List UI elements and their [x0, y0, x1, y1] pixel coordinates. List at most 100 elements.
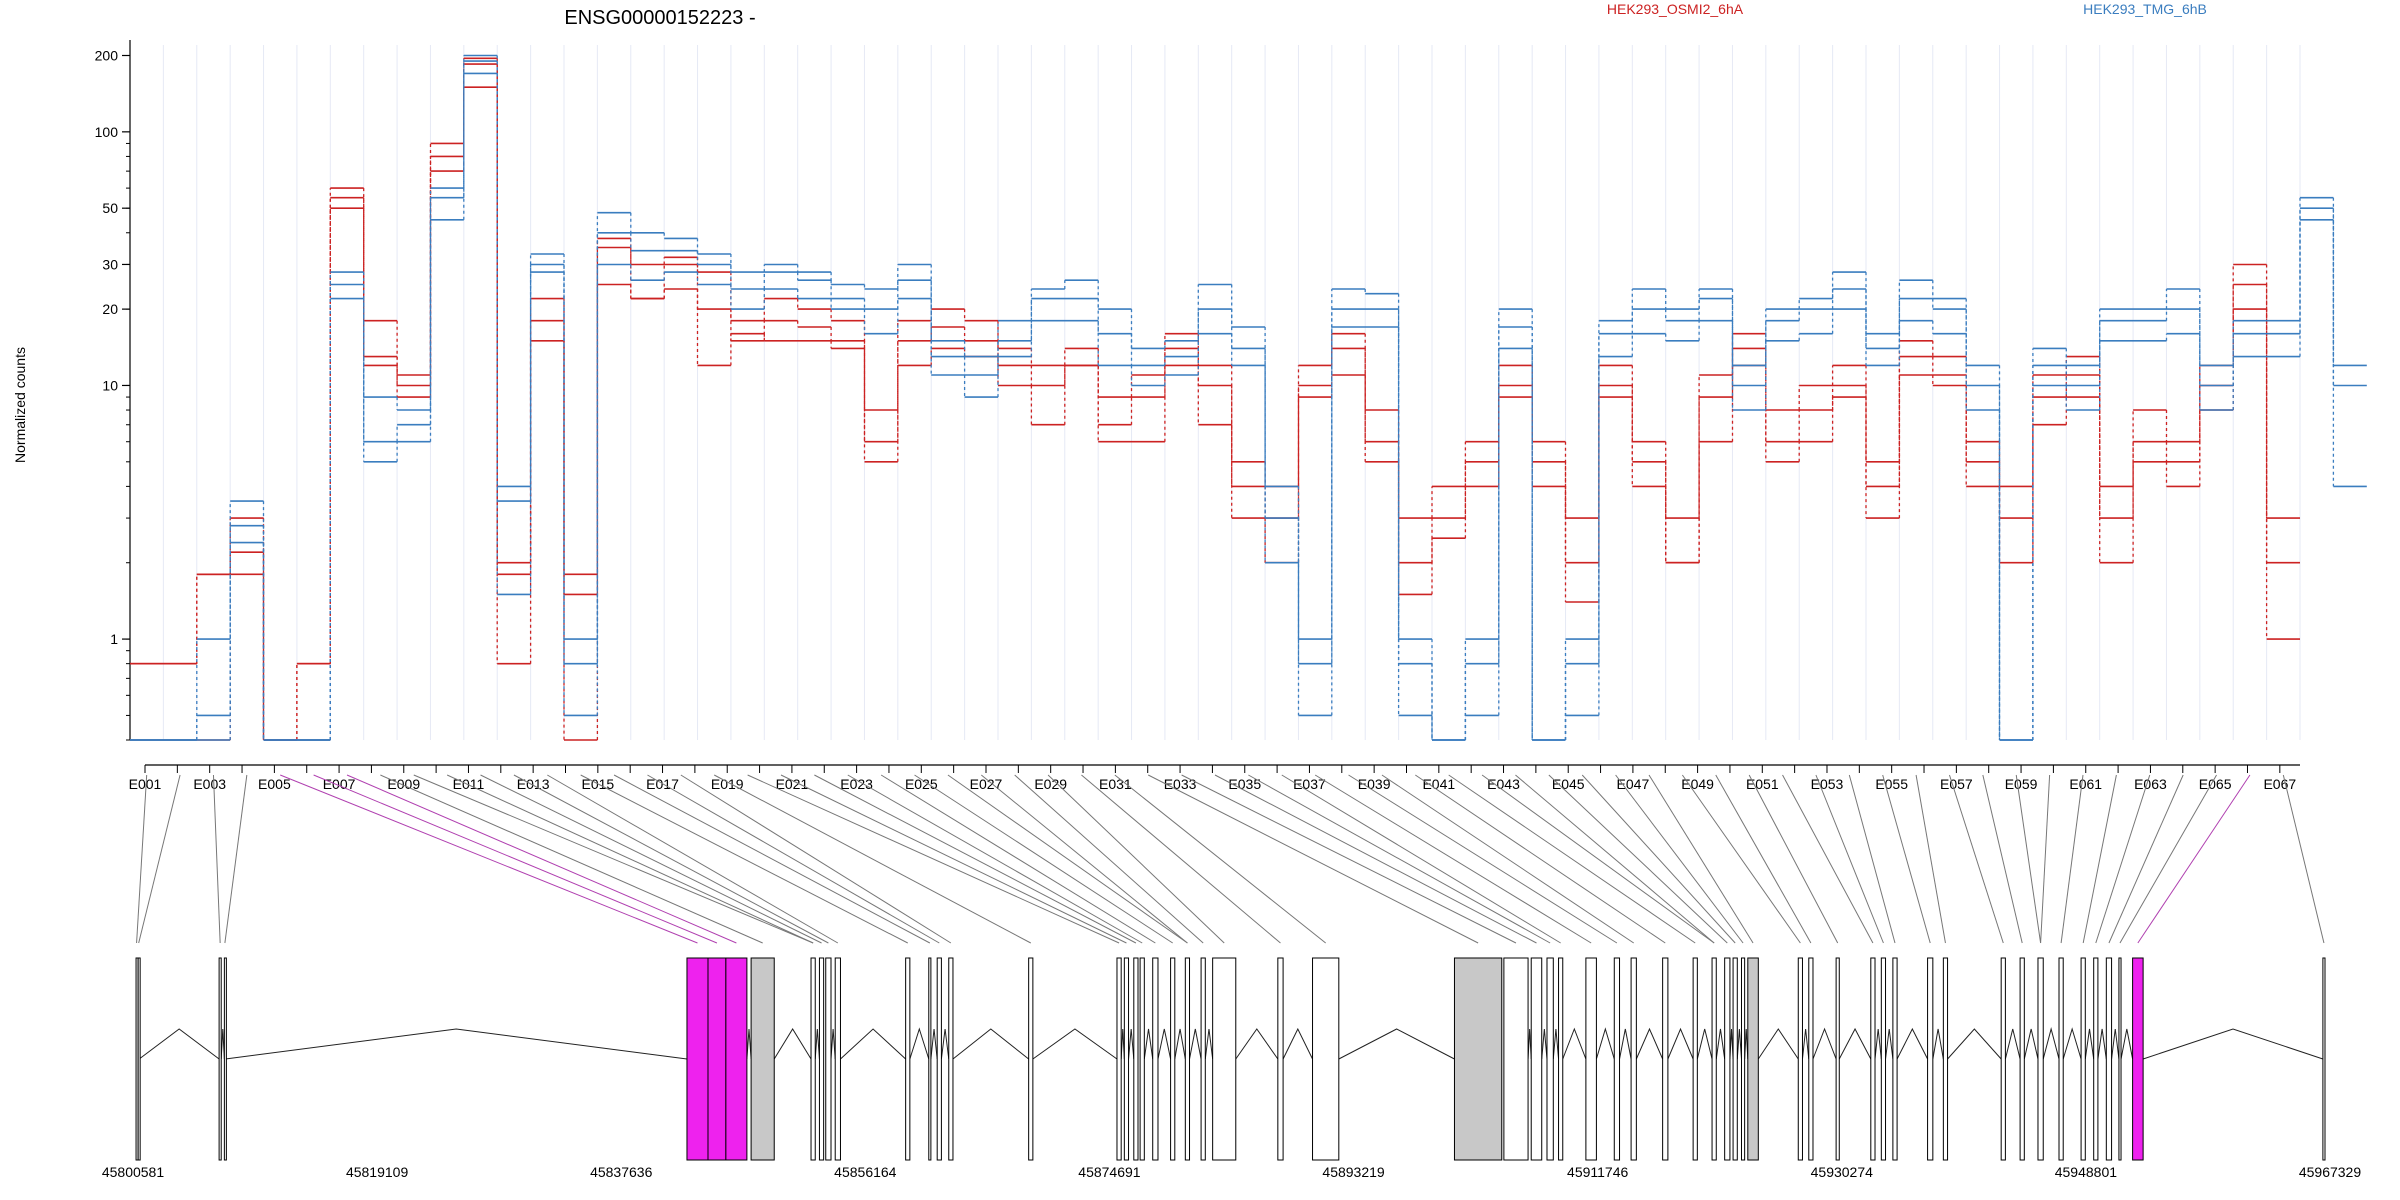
x-tick-label: E005 — [258, 776, 291, 792]
intron-line — [1128, 1028, 1135, 1060]
exon-box — [1711, 957, 1717, 1161]
intron-line — [1235, 1028, 1279, 1060]
exon-box — [928, 957, 932, 1161]
exon-box — [1123, 957, 1130, 1161]
connector-line — [446, 774, 814, 944]
exon-box — [1139, 957, 1145, 1161]
series-lines — [130, 54, 2367, 741]
connector-line — [713, 774, 1032, 944]
intron-line — [2111, 1028, 2120, 1060]
connector-line — [513, 774, 829, 944]
exon-box — [1797, 957, 1803, 1161]
intron-line — [1619, 1028, 1632, 1060]
exon-box-significant — [2132, 957, 2144, 1161]
x-tick-label: E061 — [2069, 776, 2102, 792]
connector-line — [1214, 774, 1537, 944]
exon-box — [2093, 957, 2099, 1161]
connector-line — [2137, 774, 2251, 944]
connector-line — [1014, 774, 1204, 944]
y-tick-label: 10 — [102, 377, 118, 393]
genomic-coordinate-label: 45800581 — [102, 1164, 165, 1180]
exon-box — [2037, 957, 2044, 1161]
series-replicate-3-level — [130, 86, 2300, 741]
exon-box — [810, 957, 816, 1161]
connector-line — [2082, 774, 2117, 944]
connector-line — [1448, 774, 1696, 944]
connector-line — [1548, 774, 1728, 944]
intron-line — [1338, 1028, 1455, 1060]
connector-line — [2095, 774, 2151, 944]
connector-line — [2119, 774, 2217, 944]
genomic-coordinate-label: 45893219 — [1322, 1164, 1385, 1180]
series-replicate-5-transition — [196, 61, 2335, 740]
intron-line — [830, 1028, 836, 1060]
intron-line — [1838, 1027, 1872, 1060]
intron-line — [1595, 1027, 1615, 1060]
intron-line — [225, 1028, 688, 1060]
exon-box — [825, 957, 832, 1161]
series-replicate-6-level — [130, 72, 2367, 741]
connector-line — [136, 774, 148, 944]
x-tick-label: E049 — [1681, 776, 1714, 792]
connector-line — [914, 774, 1173, 944]
connector-line — [680, 774, 952, 944]
gene-model — [135, 957, 2326, 1161]
connector-line — [1948, 774, 2004, 944]
exon-box — [2118, 957, 2122, 1161]
connector-line — [1248, 774, 1551, 944]
intron-line — [220, 1028, 225, 1060]
exon-box — [137, 957, 141, 1161]
connector-line — [1081, 774, 1281, 944]
x-tick-label: E045 — [1552, 776, 1585, 792]
exon-box — [2105, 957, 2113, 1161]
intron-line — [138, 1028, 220, 1060]
x-tick-label: E007 — [323, 776, 356, 792]
x-tick-label: E041 — [1422, 776, 1455, 792]
intron-line — [1736, 1028, 1742, 1060]
genomic-coordinate-label: 45837636 — [590, 1164, 653, 1180]
x-tick-label: E025 — [905, 776, 938, 792]
exon-box — [936, 957, 942, 1161]
x-tick-label: E009 — [387, 776, 420, 792]
connector-line — [580, 774, 908, 944]
intron-line — [1801, 1028, 1810, 1060]
intron-line — [1885, 1028, 1894, 1060]
x-tick-label: E037 — [1293, 776, 1326, 792]
series-hek293_tmg_6hb-level — [130, 54, 2367, 741]
exon-box — [948, 957, 954, 1161]
intron-line — [2084, 1028, 2095, 1060]
intron-line — [930, 1028, 938, 1060]
exon-box — [223, 957, 227, 1161]
connector-line — [1581, 774, 1736, 944]
connector-line — [1848, 774, 1896, 944]
connector-line — [138, 774, 181, 944]
exon-box — [2080, 957, 2086, 1161]
connector-line — [1882, 774, 1931, 944]
exon-box — [1530, 957, 1543, 1161]
y-axis-label: Normalized counts — [12, 347, 28, 463]
exon-box — [1835, 957, 1840, 1161]
exon-box — [1662, 957, 1669, 1161]
x-tick-label: E063 — [2134, 776, 2167, 792]
intron-line — [2120, 1028, 2134, 1060]
intron-line — [1729, 1028, 1734, 1060]
connector-line — [1348, 774, 1618, 944]
connector-line — [1648, 774, 1754, 944]
series-replicate-3-transition — [229, 87, 2268, 740]
series-replicate-2-transition — [196, 64, 2268, 740]
x-tick-label: E051 — [1746, 776, 1779, 792]
x-tick-label: E019 — [711, 776, 744, 792]
connector-line — [1748, 774, 1839, 944]
connector-line — [1314, 774, 1592, 944]
exon-box-significant — [725, 957, 748, 1161]
exon-box — [1942, 957, 1949, 1161]
intron-line — [2023, 1028, 2039, 1060]
exon-box — [2019, 957, 2025, 1161]
exon-box — [1870, 957, 1876, 1161]
genomic-coordinates: 45800581 45819109 45837636 45856164 45874691… — [102, 1164, 2362, 1180]
intron-line — [2142, 1028, 2324, 1060]
intron-line — [952, 1028, 1029, 1060]
exon-box — [1028, 957, 1034, 1161]
connector-line — [947, 774, 1188, 944]
connector-line — [2015, 774, 2042, 944]
